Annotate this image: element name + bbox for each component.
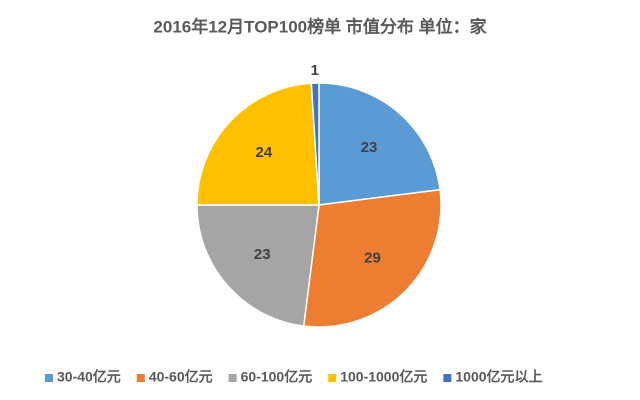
data-label: 1: [311, 62, 319, 79]
legend-label: 30-40亿元: [57, 369, 121, 385]
legend-swatch: [228, 374, 237, 382]
pie-slice: [302, 188, 442, 328]
legend-swatch: [328, 374, 337, 382]
legend-label: 1000亿元以上: [455, 369, 542, 385]
legend-label: 40-60亿元: [149, 369, 213, 385]
legend-label: 100-1000亿元: [340, 369, 427, 385]
legend-swatch: [45, 374, 53, 382]
pie-slice: [318, 82, 441, 206]
pie: 23 29 23 24 1: [196, 62, 442, 328]
legend: 30-40亿元 40-60亿元 60-100亿元 100-1000亿元 1000亿元以上: [45, 369, 543, 385]
data-label: 23: [361, 139, 378, 156]
legend-swatch: [443, 374, 452, 382]
pie-slice: [310, 82, 320, 206]
legend-label: 60-100亿元: [241, 369, 313, 385]
data-label: 23: [254, 246, 271, 263]
data-label: 29: [364, 249, 381, 266]
pie-slice: [196, 82, 320, 206]
data-label: 24: [256, 144, 273, 161]
legend-swatch: [136, 374, 145, 382]
pie-slice: [196, 204, 320, 327]
chart-title: 2016年12月TOP100榜单 市值分布 单位：家: [153, 16, 486, 36]
